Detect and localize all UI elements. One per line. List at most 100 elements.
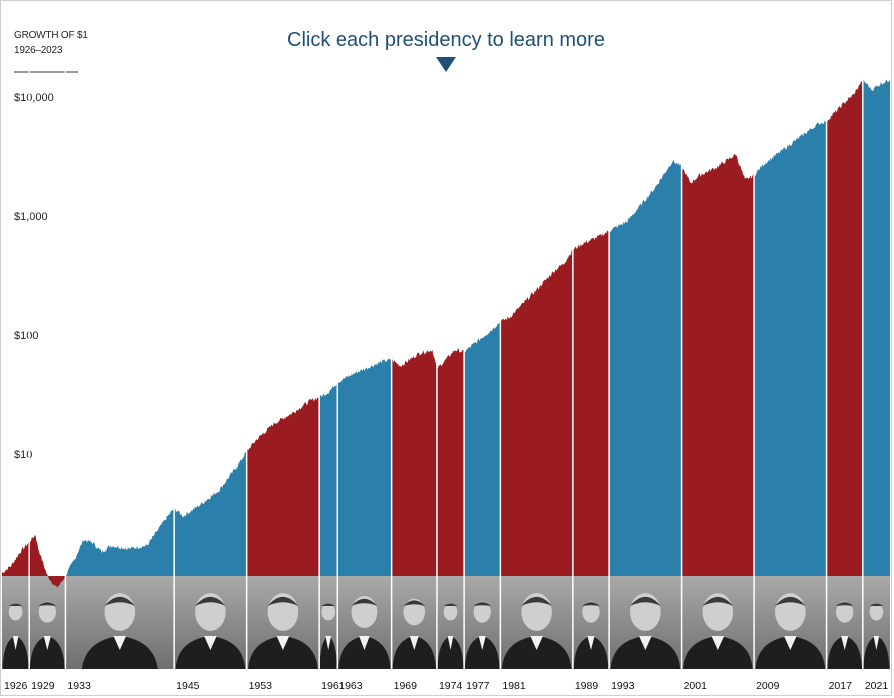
y-tick-label: $10,000 (14, 92, 54, 104)
portrait-collar (873, 636, 880, 650)
portrait-hair (403, 600, 426, 606)
portrait-2009[interactable] (755, 593, 826, 669)
presidency-band-1969[interactable] (391, 60, 437, 616)
portrait-1929[interactable] (29, 601, 65, 669)
portrait-1961[interactable] (319, 603, 337, 669)
portrait-hair (8, 603, 23, 606)
year-label-2021: 2021 (865, 680, 889, 692)
year-label-1961: 1961 (321, 680, 345, 692)
year-label-1977: 1977 (466, 680, 490, 692)
chart-title: GROWTH OF $1 (14, 30, 88, 41)
portrait-collar (359, 636, 370, 650)
cta-text: Click each presidency to learn more (287, 29, 605, 51)
portrait-1953[interactable] (248, 593, 318, 669)
portrait-shoulders (338, 636, 391, 669)
y-axis: $10 $100 $1,000 $10,000 (14, 92, 54, 461)
portrait-shoulders (464, 636, 500, 669)
portrait-face (582, 601, 600, 623)
presidency-band-2017[interactable] (826, 60, 863, 616)
portrait-shoulders (248, 636, 318, 669)
portrait-hair (104, 596, 136, 606)
year-label-1974: 1974 (439, 680, 463, 692)
portrait-1974[interactable] (437, 603, 464, 669)
year-label-2009: 2009 (756, 680, 780, 692)
portrait-face (443, 603, 458, 621)
portrait-shoulders (827, 636, 863, 669)
presidency-band-1961[interactable] (319, 60, 338, 616)
presidency-band-1953[interactable] (246, 60, 320, 616)
portrait-1969[interactable] (392, 598, 437, 669)
portrait-hair (702, 596, 734, 606)
portrait-1977[interactable] (464, 601, 500, 669)
portrait-hair (630, 596, 661, 606)
presidency-dividers (28, 60, 864, 669)
portrait-collar (113, 636, 127, 650)
portrait-shoulders (392, 636, 437, 669)
portrait-1933[interactable] (81, 593, 158, 669)
presidency-band-1981[interactable] (500, 60, 573, 616)
portrait-shoulders (683, 636, 753, 669)
portrait-2017[interactable] (827, 601, 863, 669)
presidency-band-2001[interactable] (681, 60, 755, 616)
portrait-collar (12, 636, 19, 650)
presidency-band-1933[interactable] (65, 60, 175, 616)
portrait-1945[interactable] (175, 593, 246, 669)
portrait-collar (325, 636, 332, 650)
portrait-hair (195, 596, 226, 606)
presidency-band-2021[interactable] (862, 60, 890, 616)
portrait-hair (521, 596, 552, 606)
portrait-face (8, 603, 23, 621)
chart-subtitle: 1926–2023 (14, 45, 63, 56)
portrait-shoulders (2, 636, 29, 669)
portrait-face (403, 598, 426, 626)
presidency-band-1993[interactable] (609, 60, 682, 616)
portrait-face (38, 601, 56, 623)
portrait-collar (587, 636, 595, 650)
year-label-1933: 1933 (67, 680, 91, 692)
portraits (2, 593, 890, 669)
portrait-shoulders (437, 636, 464, 669)
portrait-collar (276, 636, 290, 650)
portrait-face (869, 603, 884, 621)
year-label-1953: 1953 (249, 680, 273, 692)
y-tick-label: $100 (14, 330, 38, 342)
portrait-hair (582, 602, 600, 606)
portrait-face (351, 596, 378, 628)
portrait-collar (409, 636, 419, 650)
portrait-shoulders (573, 636, 609, 669)
y-tick-label: $10 (14, 449, 32, 461)
y-tick-label: $1,000 (14, 211, 48, 223)
portrait-collar (530, 636, 543, 650)
portrait-2001[interactable] (683, 593, 753, 669)
portrait-shoulders (501, 636, 572, 669)
year-label-1926: 1926 (4, 680, 28, 692)
portrait-1926[interactable] (2, 603, 29, 669)
presidency-band-1989[interactable] (572, 60, 610, 616)
down-arrow-icon (436, 57, 456, 72)
presidency-band-1974[interactable] (436, 60, 465, 616)
portrait-2021[interactable] (863, 603, 890, 669)
portrait-1993[interactable] (610, 593, 681, 669)
portrait-face (321, 603, 336, 621)
portrait-shoulders (175, 636, 246, 669)
presidency-band-1977[interactable] (464, 60, 501, 616)
portrait-shoulders (610, 636, 681, 669)
portrait-1981[interactable] (501, 593, 572, 669)
year-label-2001: 2001 (684, 680, 708, 692)
portrait-shoulders (29, 636, 65, 669)
portrait-collar (43, 636, 51, 650)
portrait-hair (351, 598, 378, 606)
presidency-band-1945[interactable] (174, 60, 247, 616)
portrait-1963[interactable] (338, 596, 391, 669)
portrait-collar (639, 636, 652, 650)
portrait-face (473, 601, 491, 623)
presidency-band-2009[interactable] (754, 60, 827, 616)
year-label-1969: 1969 (394, 680, 418, 692)
presidency-band-1963[interactable] (337, 60, 392, 616)
portrait-1989[interactable] (573, 601, 609, 669)
portrait-collar (784, 636, 797, 650)
portrait-face (836, 601, 854, 623)
portrait-hair (321, 603, 336, 606)
